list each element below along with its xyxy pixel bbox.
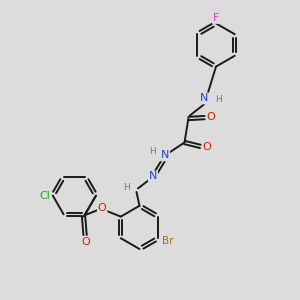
Text: F: F <box>213 13 219 23</box>
Text: H: H <box>123 183 129 192</box>
Text: O: O <box>202 142 211 152</box>
Text: N: N <box>200 93 208 103</box>
Text: Cl: Cl <box>39 190 50 201</box>
Text: Br: Br <box>162 236 174 246</box>
Text: O: O <box>207 112 216 122</box>
Text: H: H <box>215 95 221 104</box>
Text: O: O <box>98 203 106 213</box>
Text: H: H <box>149 147 155 156</box>
Text: N: N <box>161 150 169 161</box>
Text: N: N <box>149 171 157 182</box>
Text: O: O <box>81 237 90 247</box>
